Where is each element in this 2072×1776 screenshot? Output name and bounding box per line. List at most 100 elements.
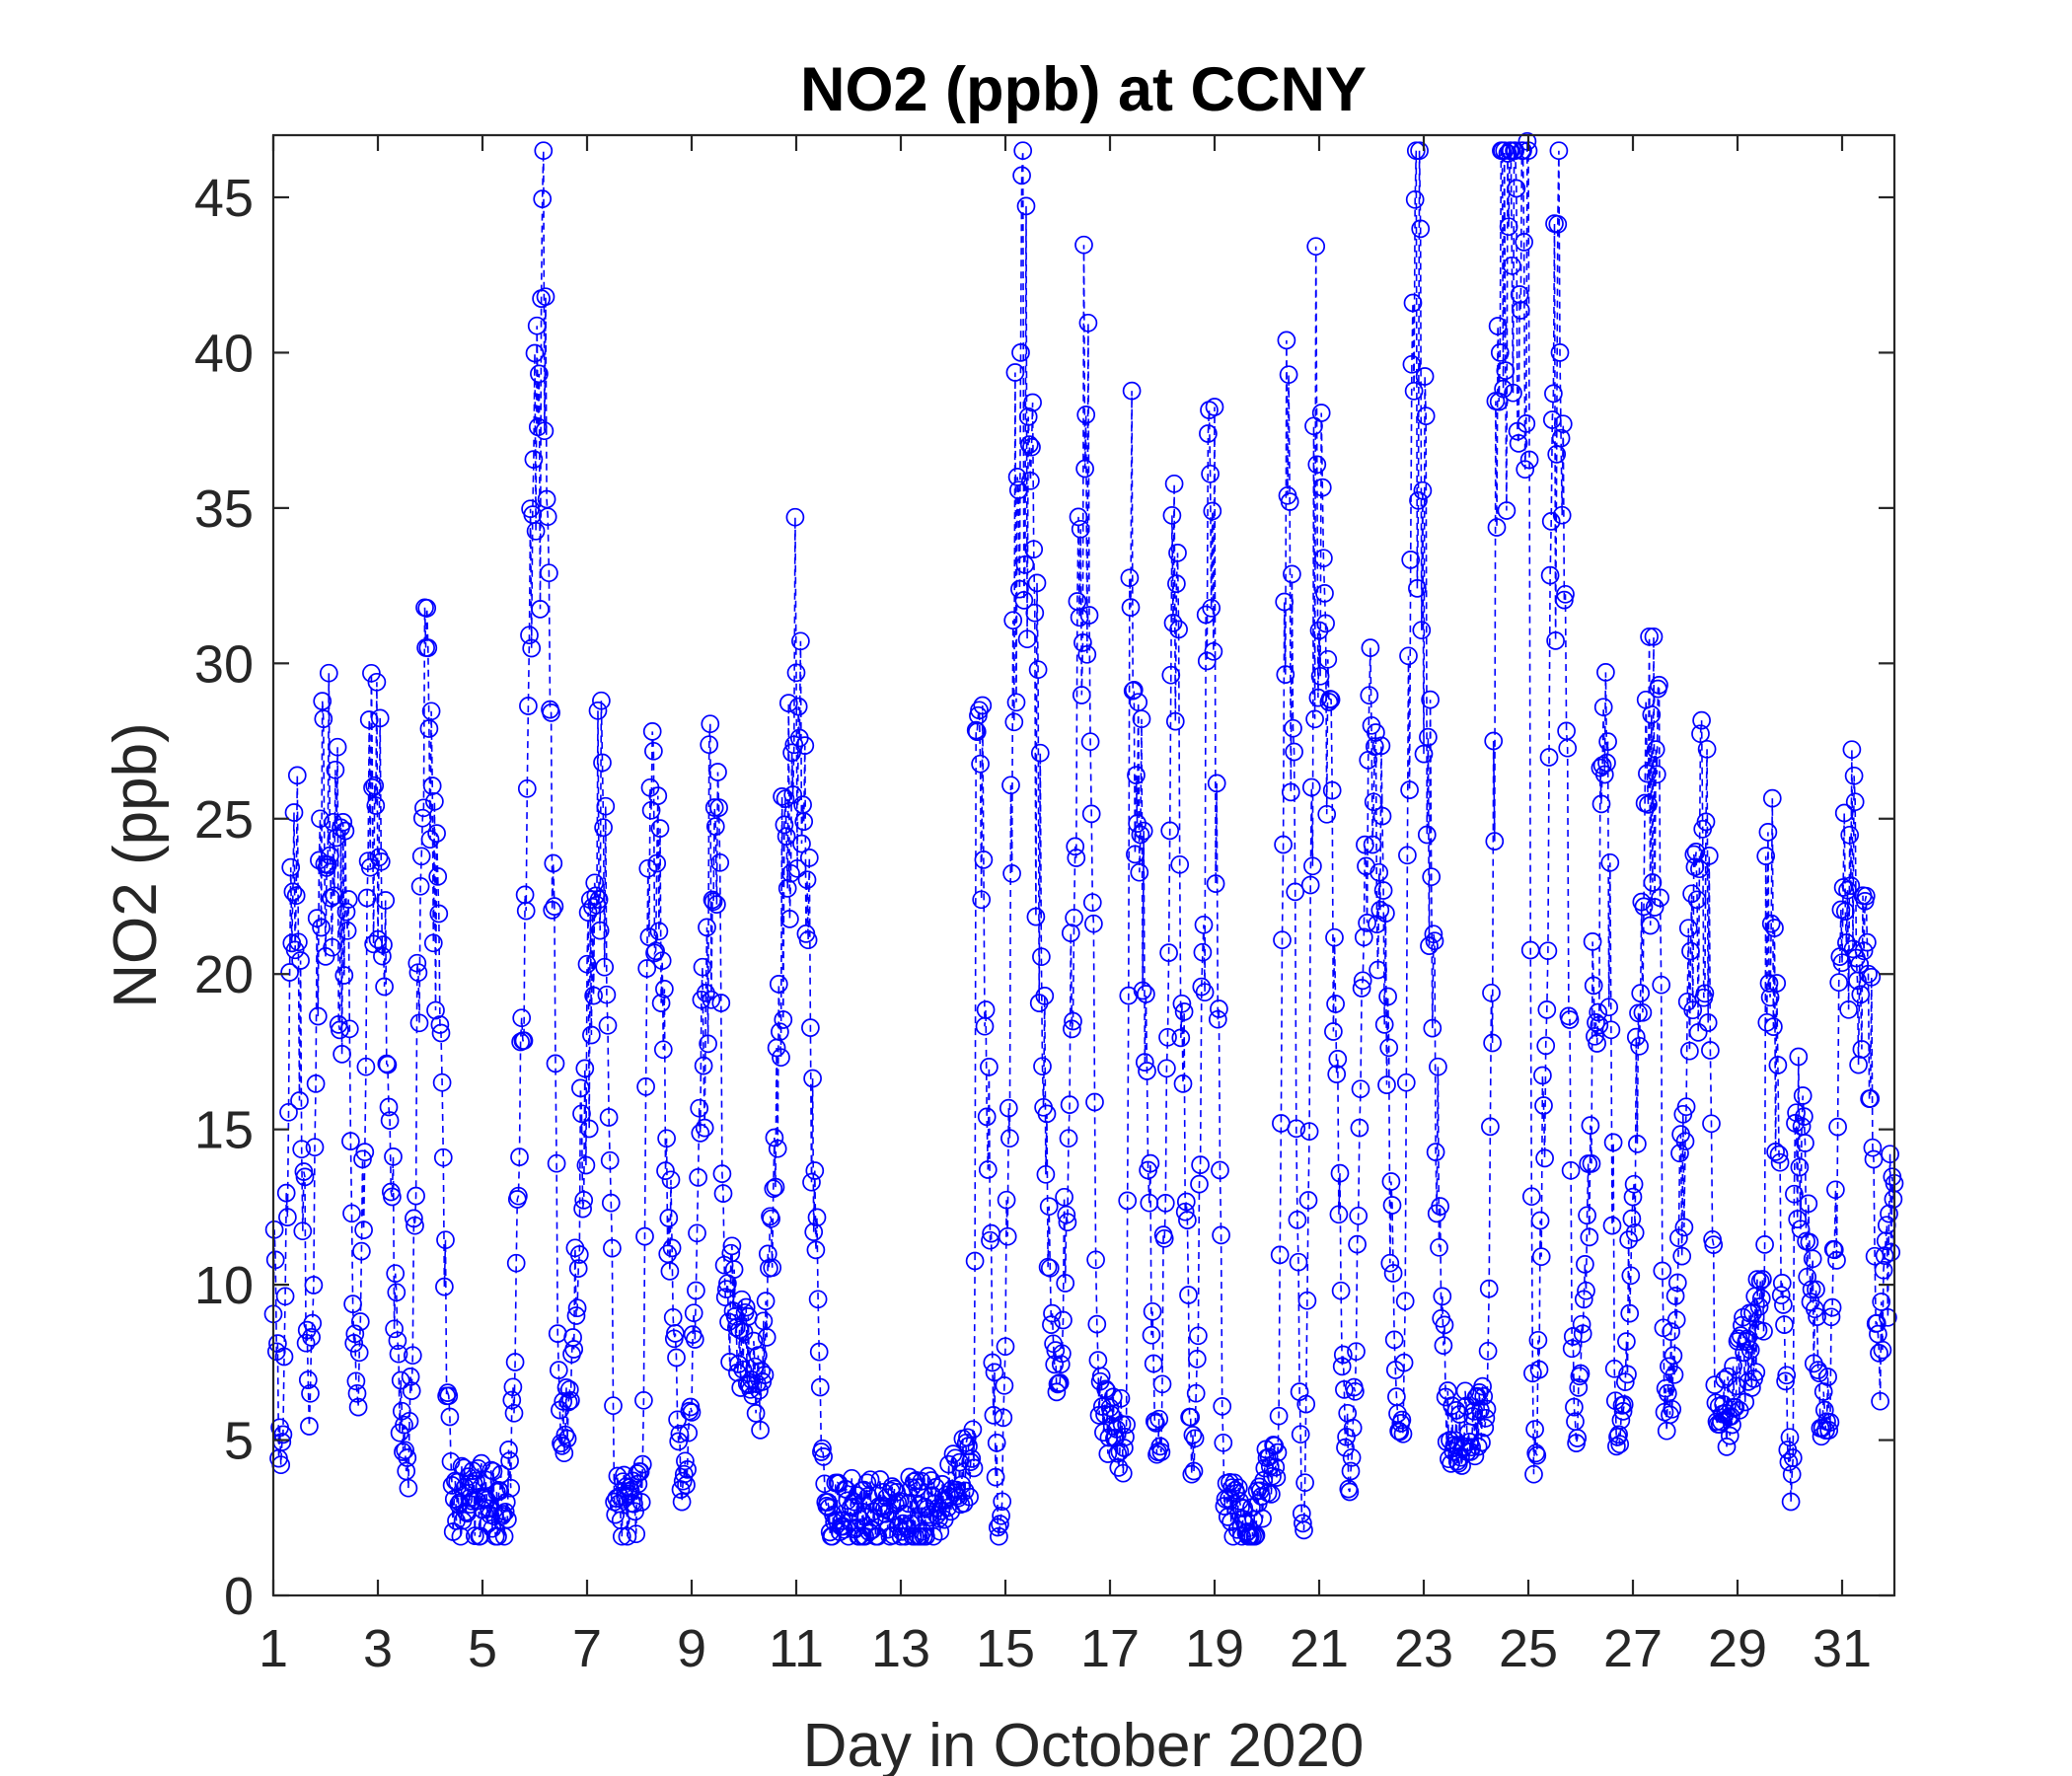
data-point	[1724, 1357, 1742, 1375]
data-point	[1775, 1315, 1794, 1334]
data-point	[930, 1521, 950, 1541]
data-point	[1807, 1280, 1825, 1299]
data-point	[1113, 1463, 1133, 1483]
data-point	[1003, 611, 1023, 630]
data-point	[1315, 584, 1334, 603]
data-point	[688, 1223, 706, 1243]
data-point	[778, 694, 798, 712]
data-point	[1190, 1174, 1209, 1194]
data-point	[1858, 932, 1877, 952]
data-point	[1214, 1433, 1233, 1452]
data-point	[505, 1353, 525, 1371]
axes-box	[271, 133, 1896, 1597]
data-point	[492, 1507, 512, 1525]
data-point	[1819, 1421, 1839, 1440]
data-point	[1688, 1023, 1708, 1042]
data-point	[703, 892, 723, 912]
data-point	[314, 709, 333, 728]
data-point	[667, 1348, 686, 1368]
data-point	[1132, 709, 1151, 729]
data-point	[540, 563, 558, 583]
data-point	[1286, 882, 1305, 902]
data-point	[567, 1298, 587, 1318]
data-point	[1872, 1293, 1891, 1311]
data-point	[1118, 1191, 1138, 1211]
data-point	[409, 1013, 429, 1033]
data-point	[1149, 1409, 1169, 1429]
data-point	[1318, 649, 1338, 669]
data-point	[475, 1488, 494, 1508]
data-point	[1695, 984, 1715, 1003]
data-point	[1074, 235, 1093, 255]
data-point	[442, 1476, 462, 1495]
data-point	[1598, 732, 1617, 751]
data-point	[431, 1023, 451, 1043]
data-point	[1506, 141, 1525, 161]
data-point	[787, 858, 807, 878]
data-point	[1697, 739, 1717, 759]
data-point	[345, 1324, 365, 1344]
data-point	[1361, 638, 1380, 657]
data-point	[1590, 1015, 1609, 1035]
data-point	[582, 1025, 601, 1045]
data-point	[311, 809, 330, 829]
data-point	[689, 1168, 707, 1187]
data-point	[559, 1379, 579, 1399]
data-point	[1306, 237, 1326, 257]
data-point	[1011, 343, 1030, 362]
data-point	[1163, 614, 1183, 632]
data-point	[1403, 293, 1423, 313]
data-point	[525, 343, 545, 363]
data-point	[644, 741, 663, 761]
data-point	[1057, 1205, 1076, 1224]
data-point	[1783, 1448, 1803, 1467]
data-point	[1870, 1344, 1888, 1363]
data-point	[363, 777, 382, 797]
data-point	[1019, 435, 1039, 454]
x-tick-label: 7	[572, 1619, 602, 1678]
data-point	[1484, 731, 1504, 751]
data-point	[1723, 1415, 1741, 1435]
data-point	[1192, 977, 1212, 997]
data-point	[772, 1048, 790, 1068]
data-point	[292, 1140, 312, 1159]
data-point	[1392, 1410, 1412, 1430]
data-point	[1663, 1399, 1682, 1419]
data-point	[354, 1221, 373, 1239]
data-point	[694, 1056, 713, 1075]
data-point	[1692, 710, 1711, 730]
data-point	[1413, 481, 1433, 500]
data-point	[1144, 1354, 1163, 1373]
data-point	[1549, 141, 1569, 161]
data-point	[520, 626, 539, 645]
data-point	[1269, 1406, 1289, 1426]
data-point	[1767, 974, 1787, 993]
x-tick-label: 19	[1185, 1619, 1244, 1678]
data-point	[1845, 792, 1865, 812]
data-point	[1702, 1114, 1721, 1134]
data-point	[502, 1390, 522, 1410]
data-point	[651, 994, 671, 1012]
data-point	[1780, 1428, 1800, 1447]
data-point	[1764, 1017, 1783, 1036]
data-point	[1311, 404, 1331, 422]
data-point	[379, 1097, 399, 1117]
data-point	[1116, 1428, 1135, 1446]
data-point	[648, 786, 668, 805]
data-point	[1120, 568, 1140, 588]
data-point	[702, 990, 721, 1009]
data-point	[1552, 505, 1572, 525]
data-point	[517, 778, 537, 798]
data-point	[1597, 753, 1616, 773]
data-point	[765, 1128, 784, 1147]
data-point	[1329, 1205, 1349, 1224]
data-point	[1638, 764, 1657, 783]
data-point	[1874, 1260, 1893, 1280]
data-point	[488, 1526, 507, 1546]
data-point	[1646, 740, 1665, 759]
data-point	[1032, 947, 1051, 967]
data-point	[1043, 1303, 1062, 1323]
data-point	[1025, 603, 1045, 623]
data-point	[276, 1183, 296, 1203]
data-point	[1037, 1104, 1057, 1124]
